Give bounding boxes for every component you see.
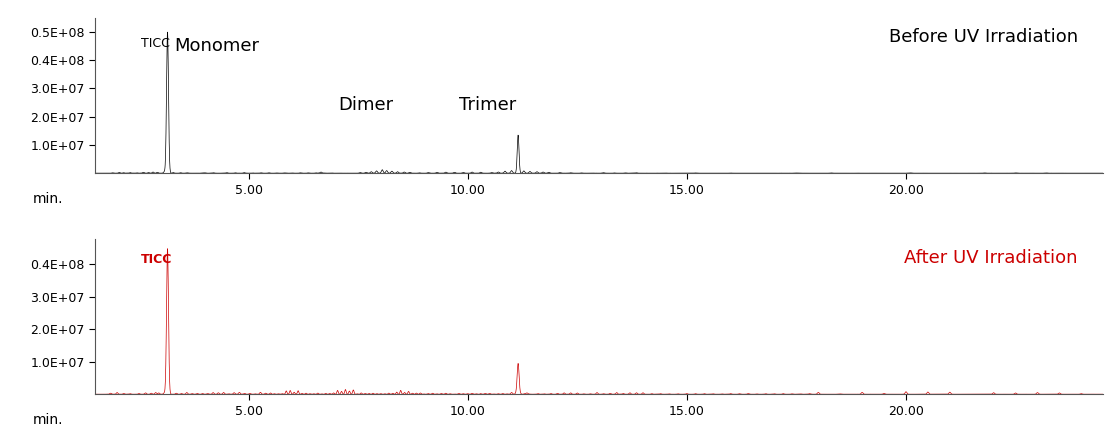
Text: Monomer: Monomer [174,37,259,55]
Text: min.: min. [32,192,63,206]
Text: Before UV Irradiation: Before UV Irradiation [889,28,1077,46]
Text: TICC: TICC [141,253,172,266]
Text: Dimer: Dimer [338,96,393,114]
Text: Trimer: Trimer [459,96,516,114]
Text: min.: min. [32,413,63,427]
Text: TICC: TICC [141,37,170,50]
Text: After UV Irradiation: After UV Irradiation [905,250,1077,268]
